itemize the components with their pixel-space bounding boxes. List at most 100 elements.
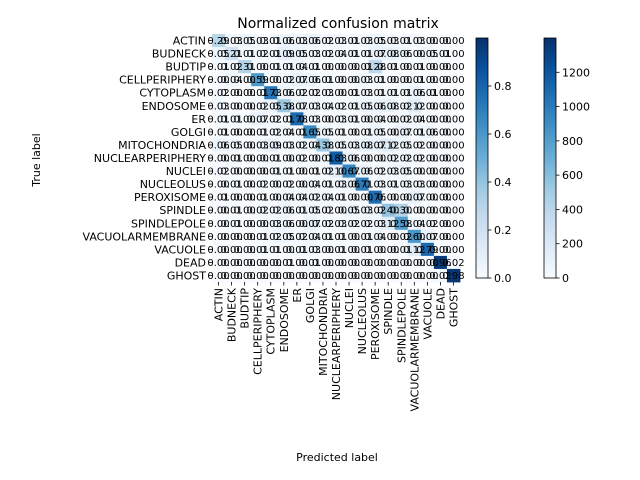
matrix-cell	[316, 138, 330, 152]
cell-value-label: 0.00	[377, 193, 399, 204]
matrix-cell	[342, 229, 356, 244]
matrix-cell	[277, 177, 291, 192]
cell-value-label: 0.04	[325, 49, 347, 60]
matrix-cell	[394, 255, 409, 270]
matrix-cell	[394, 47, 409, 61]
matrix-cell	[251, 99, 265, 113]
matrix-cell	[407, 125, 422, 139]
cell-value-label: 0.05	[273, 232, 295, 243]
matrix-cell	[446, 138, 461, 152]
matrix-cell	[290, 229, 304, 244]
matrix-cell	[238, 177, 252, 192]
cell-value-label: 0.00	[233, 101, 255, 112]
matrix-cell	[407, 177, 422, 192]
matrix-cell	[225, 138, 239, 152]
matrix-cell	[446, 47, 461, 61]
cell-value-label: 0.01	[351, 62, 373, 73]
cell-value-label: 0.00	[429, 36, 451, 47]
matrix-cell	[290, 47, 304, 61]
matrix-cell	[381, 177, 396, 192]
cell-value-label: 0.01	[325, 193, 347, 204]
matrix-cell	[342, 138, 356, 152]
cell-value-label: 0.29	[207, 36, 229, 47]
matrix-cell	[251, 151, 265, 165]
cell-value-label: 0.96	[429, 258, 451, 269]
cell-value-label: 0.00	[442, 245, 464, 256]
matrix-cell	[212, 216, 226, 231]
matrix-cell	[407, 164, 422, 178]
matrix-cell	[355, 177, 370, 192]
matrix-cell	[316, 47, 330, 61]
cell-value-label: 0.00	[338, 232, 360, 243]
matrix-cell	[355, 125, 370, 139]
cell-value-label: 0.00	[247, 219, 269, 230]
matrix-cell	[420, 151, 435, 165]
matrix-cell	[342, 255, 356, 270]
cell-value-label: 0.00	[233, 258, 255, 269]
cell-value-label: 0.00	[273, 154, 295, 165]
x-tick-label: DEAD	[434, 288, 447, 319]
cell-value-label: 0.79	[416, 245, 438, 256]
matrix-cell	[264, 34, 278, 48]
cell-value-label: 0.08	[351, 140, 373, 151]
cell-value-label: 0.00	[390, 258, 412, 269]
cell-value-label: 0.01	[220, 114, 242, 125]
cell-value-label: 0.00	[233, 75, 255, 86]
matrix-cell	[264, 151, 278, 165]
matrix-cell	[420, 177, 435, 192]
cell-value-label: 0.02	[377, 154, 399, 165]
matrix-cell	[355, 203, 370, 218]
cell-value-label: 0.00	[273, 245, 295, 256]
cell-value-label: 0.12	[403, 101, 425, 112]
cell-value-label: 0.00	[233, 140, 255, 151]
cell-value-label: 0.02	[260, 114, 282, 125]
cell-value-label: 0.02	[338, 219, 360, 230]
cell-value-label: 0.40	[377, 206, 399, 217]
cell-value-label: 0.02	[286, 140, 308, 151]
matrix-cell	[381, 242, 396, 257]
cell-value-label: 0.02	[299, 193, 321, 204]
cell-value-label: 0.00	[429, 88, 451, 99]
matrix-cell	[446, 60, 461, 74]
cell-value-label: 0.00	[233, 245, 255, 256]
matrix-cell	[251, 229, 265, 244]
matrix-cell	[394, 164, 409, 178]
colorbar-tick-label: 1200	[562, 66, 590, 79]
matrix-cell	[329, 255, 343, 270]
y-tick-label: CYTOPLASM	[139, 87, 206, 100]
matrix-cell	[355, 268, 370, 283]
matrix-cell	[238, 34, 252, 48]
matrix-cell	[420, 190, 435, 205]
matrix-cell	[446, 86, 461, 100]
cell-value-label: 0.00	[207, 180, 229, 191]
matrix-cell	[238, 229, 252, 244]
cell-value-label: 0.12	[403, 245, 425, 256]
cell-value-label: 0.02	[260, 127, 282, 138]
matrix-cell	[407, 242, 422, 257]
matrix-cell	[212, 112, 226, 126]
cell-value-label: 0.28	[364, 62, 386, 73]
cell-value-label: 0.04	[286, 193, 308, 204]
cell-value-label: 0.02	[390, 114, 412, 125]
y-axis-label: True label	[30, 133, 43, 187]
cell-value-label: 0.00	[233, 88, 255, 99]
matrix-cell	[316, 177, 330, 192]
cell-value-label: 0.05	[299, 206, 321, 217]
cell-value-label: 0.04	[273, 193, 295, 204]
cell-value-label: 0.07	[286, 75, 308, 86]
matrix-cell	[264, 255, 278, 270]
matrix-cell	[355, 255, 370, 270]
cell-value-label: 0.03	[299, 49, 321, 60]
cell-value-label: 0.03	[351, 88, 373, 99]
cell-value-label: 0.07	[364, 140, 386, 151]
matrix-cell	[212, 34, 226, 48]
cell-value-label: 0.04	[312, 101, 334, 112]
cell-value-label: 0.05	[390, 167, 412, 178]
matrix-cell	[420, 125, 435, 139]
cell-value-label: 0.01	[207, 114, 229, 125]
matrix-cell	[342, 242, 356, 257]
matrix-cell	[446, 34, 461, 48]
matrix-cell	[446, 268, 461, 283]
cell-value-label: 0.00	[220, 245, 242, 256]
cell-value-label: 0.00	[338, 62, 360, 73]
